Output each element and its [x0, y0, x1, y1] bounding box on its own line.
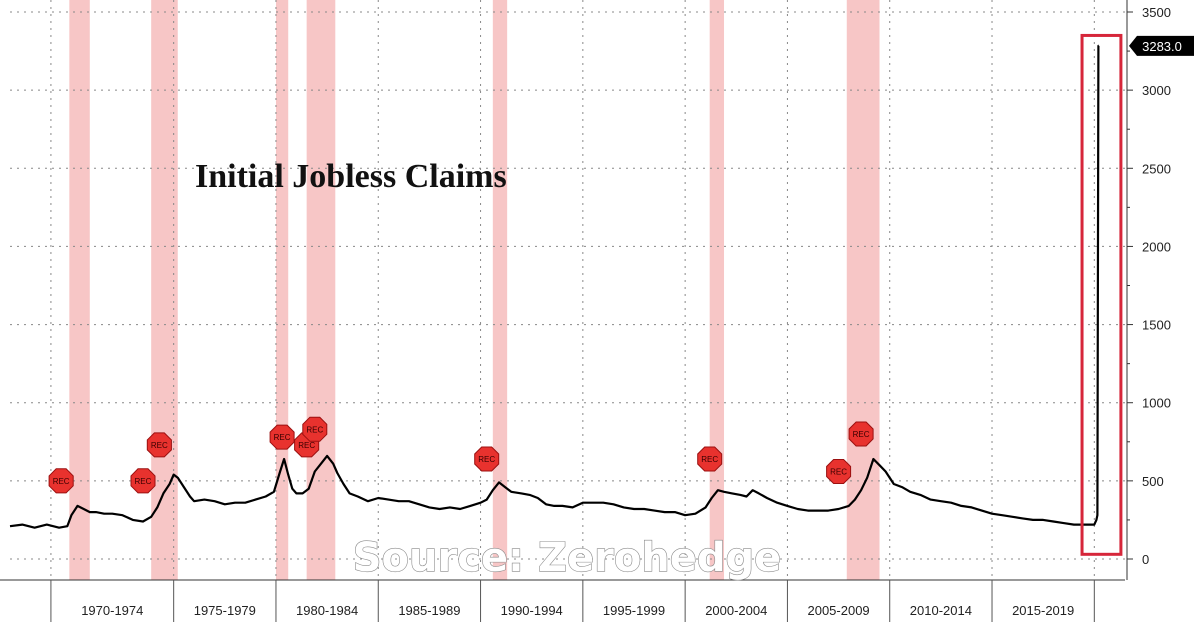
- recession-band: [709, 0, 725, 580]
- last-value-callout: 3283.0: [1129, 35, 1194, 56]
- y-tick-label: 2000: [1142, 239, 1171, 254]
- y-tick-label: 1500: [1142, 318, 1171, 333]
- rec-marker-shape: [474, 446, 500, 472]
- rec-marker-shape: [848, 421, 874, 447]
- y-tick-label: 500: [1142, 474, 1164, 489]
- rec-marker-label: REC: [306, 425, 323, 434]
- rec-marker: REC: [697, 446, 723, 472]
- rec-marker: REC: [826, 459, 852, 484]
- rec-marker-shape: [130, 468, 156, 494]
- rec-marker-label: REC: [274, 433, 291, 442]
- recession-band: [275, 0, 289, 580]
- y-tick-label: 2500: [1142, 161, 1171, 176]
- rec-marker-shape: [48, 468, 74, 494]
- rec-marker-shape: [146, 432, 172, 458]
- axes: 0 500 1000 1500 2000 2500 3000 3500 1970-1974 197…: [0, 0, 1171, 622]
- highlight-box: [1080, 33, 1123, 556]
- y-tick-label: 1000: [1142, 396, 1171, 411]
- rec-marker: REC: [474, 446, 500, 472]
- rec-marker-shape: [826, 459, 852, 484]
- y-tick-label: 0: [1142, 552, 1149, 567]
- x-period-label: 1990-1994: [501, 603, 563, 618]
- source-watermark: Source: Zerohedge: [353, 535, 782, 581]
- highlight-layer: 3283.0: [1080, 33, 1194, 556]
- x-period-label: 1980-1984: [296, 603, 358, 618]
- rec-marker-label: REC: [853, 430, 870, 439]
- rec-marker-label: REC: [151, 441, 168, 450]
- rec-marker-shape: [697, 446, 723, 472]
- x-period-label: 2005-2009: [807, 603, 869, 618]
- x-period-label: 2000-2004: [705, 603, 767, 618]
- last-value-box: [1129, 35, 1194, 56]
- recession-band: [306, 0, 336, 580]
- recession-band: [492, 0, 508, 580]
- rec-marker-label: REC: [135, 477, 152, 486]
- recession-band: [846, 0, 880, 580]
- last-value-label: 3283.0: [1142, 39, 1182, 54]
- rec-marker-shape: [269, 424, 295, 450]
- x-period-label: 1970-1974: [81, 603, 143, 618]
- rec-marker: REC: [48, 468, 74, 494]
- rec-marker-label: REC: [478, 455, 495, 464]
- y-tick-label: 3000: [1142, 83, 1171, 98]
- rec-marker-shape: [302, 416, 328, 442]
- rec-markers: REC REC REC REC REC REC REC REC REC REC: [48, 416, 874, 494]
- y-tick-label: 3500: [1142, 5, 1171, 20]
- series-line: [9, 44, 1100, 529]
- series-layer: [9, 44, 1100, 529]
- x-period-label: 2015-2019: [1012, 603, 1074, 618]
- chart-title: Initial Jobless Claims: [195, 158, 507, 195]
- rec-marker: REC: [269, 424, 295, 450]
- x-period-label: 1995-1999: [603, 603, 665, 618]
- rec-marker: REC: [302, 416, 328, 442]
- x-period-label: 2010-2014: [910, 603, 972, 618]
- recession-band: [69, 0, 90, 580]
- rec-marker: REC: [848, 421, 874, 447]
- x-period-label: 1975-1979: [194, 603, 256, 618]
- x-period-label: 1985-1989: [398, 603, 460, 618]
- rec-marker: REC: [146, 432, 172, 458]
- rec-marker-label: REC: [701, 455, 718, 464]
- rec-marker-label: REC: [830, 467, 847, 476]
- rec-marker: REC: [130, 468, 156, 494]
- rec-marker-label: REC: [298, 441, 315, 450]
- rec-marker-label: REC: [53, 477, 70, 486]
